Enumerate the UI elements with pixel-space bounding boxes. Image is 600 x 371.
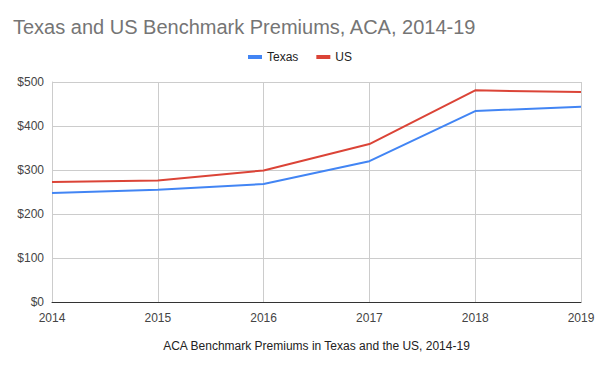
svg-text:2018: 2018 [462,311,489,325]
svg-text:2019: 2019 [568,311,595,325]
svg-text:2016: 2016 [250,311,277,325]
svg-text:2017: 2017 [356,311,383,325]
svg-text:2015: 2015 [144,311,171,325]
svg-text:$100: $100 [17,251,44,265]
svg-text:$200: $200 [17,207,44,221]
svg-text:Texas and US Benchmark Premium: Texas and US Benchmark Premiums, ACA, 20… [13,16,475,38]
svg-text:$300: $300 [17,163,44,177]
svg-text:$0: $0 [31,295,45,309]
svg-text:2014: 2014 [39,311,66,325]
svg-text:ACA Benchmark Premiums in Texa: ACA Benchmark Premiums in Texas and the … [163,339,470,353]
svg-text:Texas: Texas [267,50,298,64]
svg-text:$500: $500 [17,75,44,89]
svg-text:US: US [335,50,352,64]
svg-text:$400: $400 [17,119,44,133]
